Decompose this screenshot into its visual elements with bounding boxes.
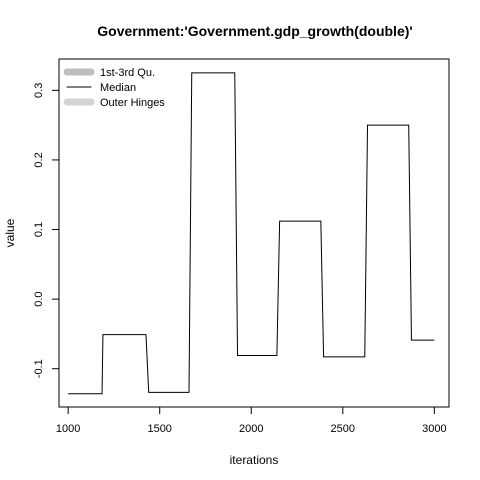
x-tick-label: 1500 (147, 423, 171, 435)
x-axis-label: iterations (230, 453, 279, 467)
y-tick-label: 0.2 (33, 152, 45, 167)
x-tick-label: 2500 (331, 423, 355, 435)
y-tick-label: -0.1 (33, 359, 45, 378)
series-layer (68, 72, 435, 395)
legend: 1st-3rd Qu. Median Outer Hinges (63, 67, 165, 109)
series-line-median (68, 72, 435, 395)
y-axis-label: value (3, 218, 17, 247)
x-tick-label: 1000 (56, 423, 80, 435)
x-axis: 1000 1500 2000 2500 3000 (56, 406, 447, 435)
chart-title: Government:'Government.gdp_growth(double… (97, 23, 412, 39)
x-tick-label: 3000 (422, 423, 446, 435)
legend-label: 1st-3rd Qu. (100, 67, 155, 79)
legend-label: Outer Hinges (100, 97, 165, 109)
x-tick-label: 2000 (239, 423, 263, 435)
legend-label: Median (100, 82, 136, 94)
y-tick-label: 0.0 (33, 291, 45, 306)
y-tick-label: 0.3 (33, 83, 45, 98)
y-axis: -0.1 0.0 0.1 0.2 0.3 (33, 83, 60, 378)
y-tick-label: 0.1 (33, 222, 45, 237)
